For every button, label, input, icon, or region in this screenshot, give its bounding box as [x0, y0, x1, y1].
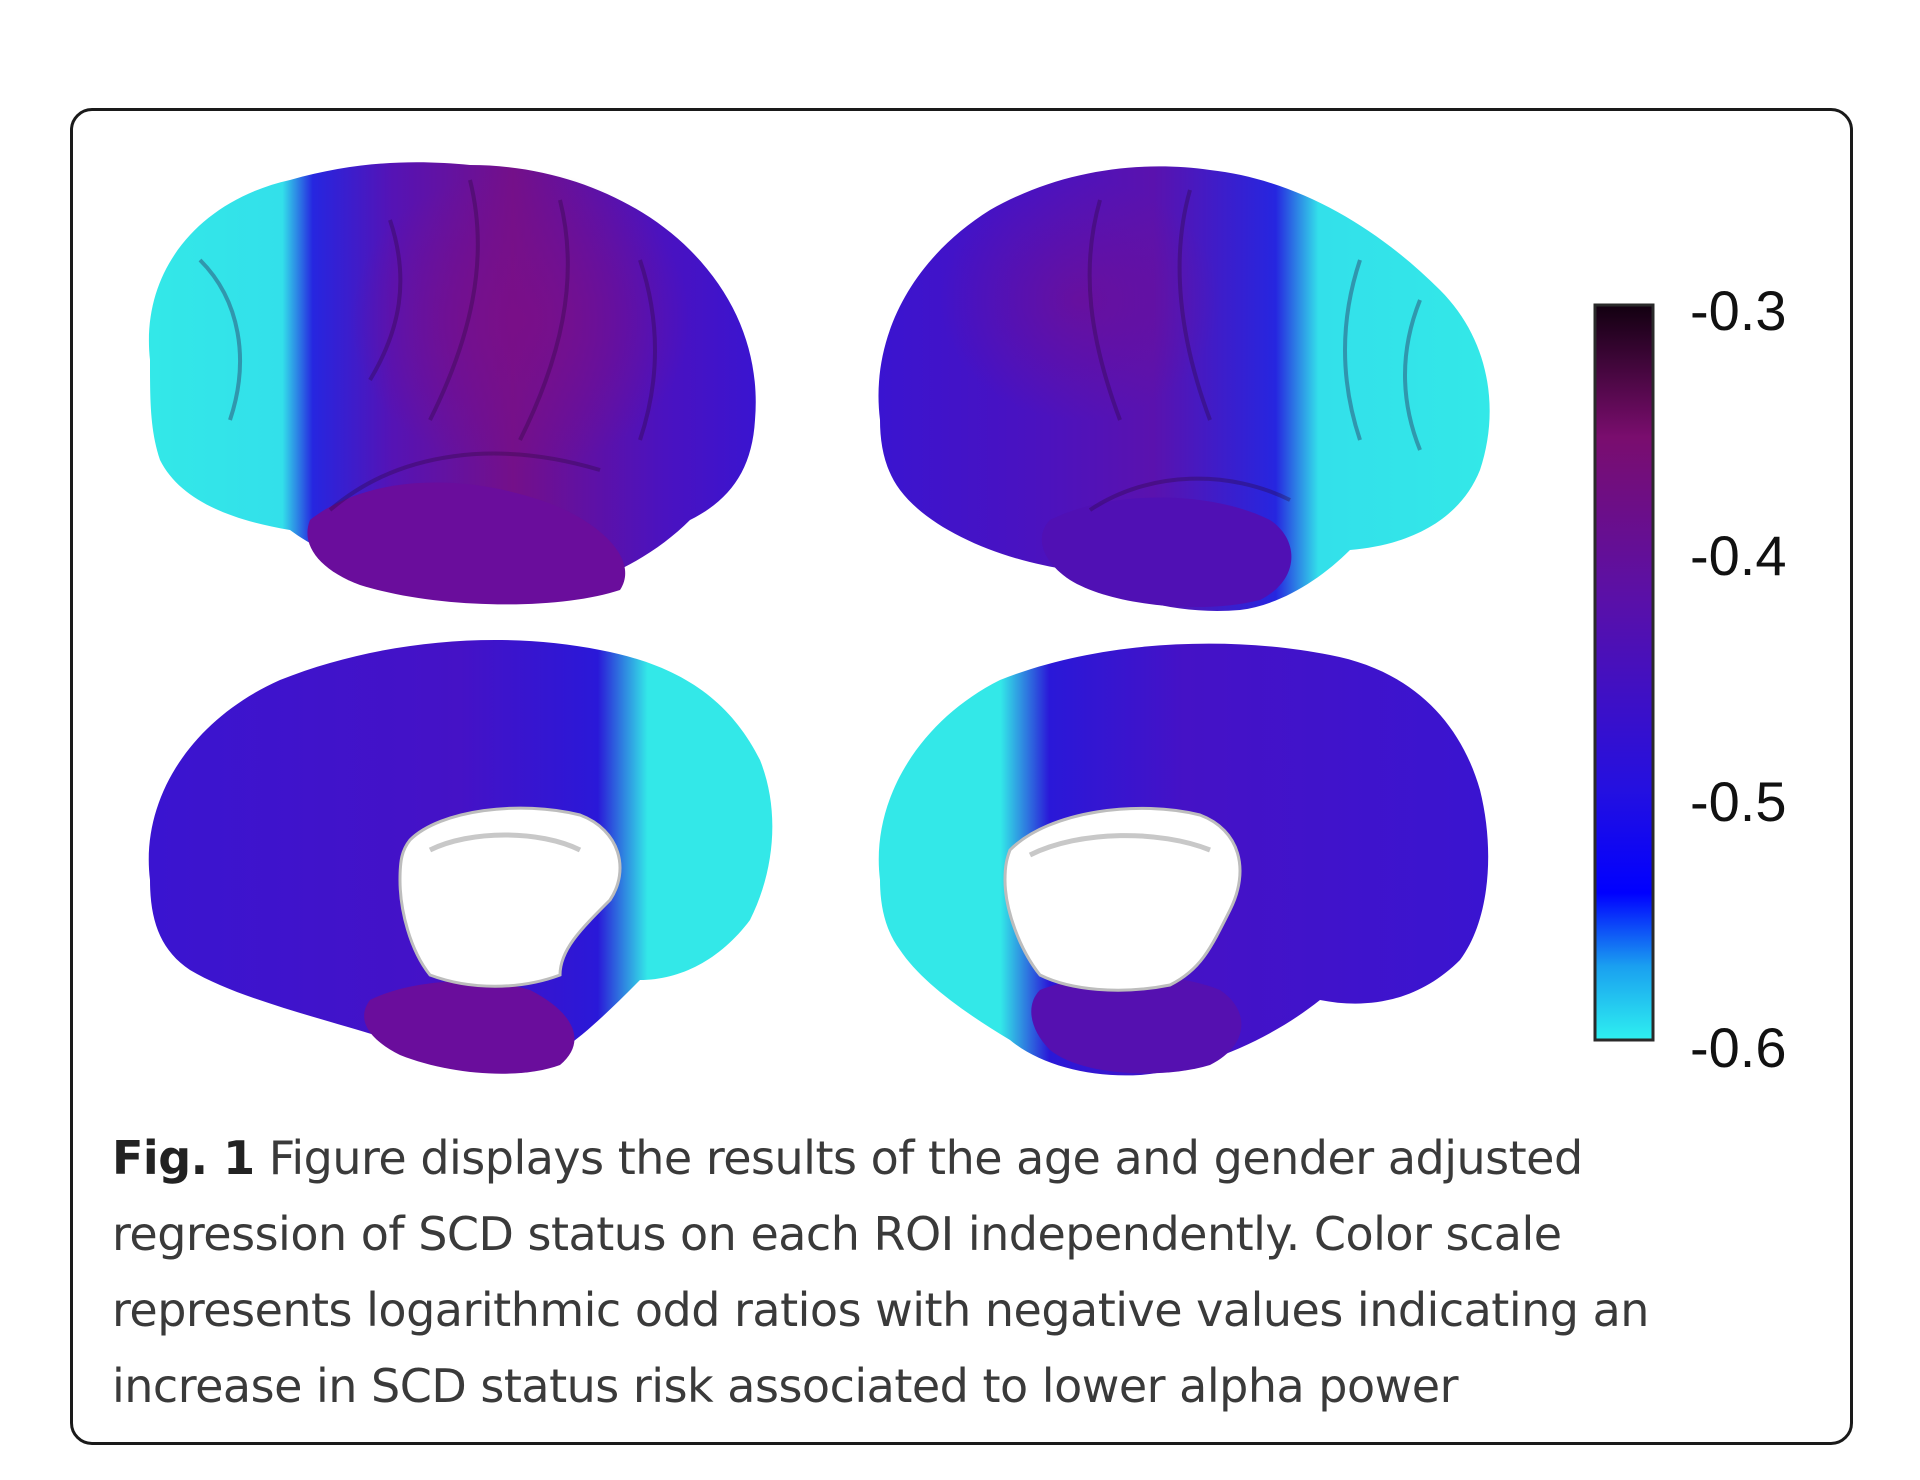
brain-right-medial: [878, 643, 1489, 1076]
figure-caption: Fig. 1 Figure displays the results of th…: [112, 1120, 1812, 1424]
corpus-callosum-right: [1003, 806, 1242, 992]
caption-label: Fig. 1: [112, 1131, 255, 1185]
corpus-callosum-left: [398, 806, 622, 988]
colorbar-tick-label: -0.6: [1690, 1016, 1787, 1079]
brain-left-lateral: [148, 162, 756, 605]
colorbar-tick-label: -0.3: [1690, 279, 1787, 342]
colorbar-tick-label: -0.4: [1690, 524, 1787, 587]
colorbar: [1593, 303, 1655, 1042]
brain-left-medial: [148, 640, 773, 1074]
colorbar-tick-label: -0.5: [1690, 770, 1787, 833]
caption-text: Figure displays the results of the age a…: [112, 1131, 1649, 1413]
brain-right-lateral: [878, 166, 1490, 611]
